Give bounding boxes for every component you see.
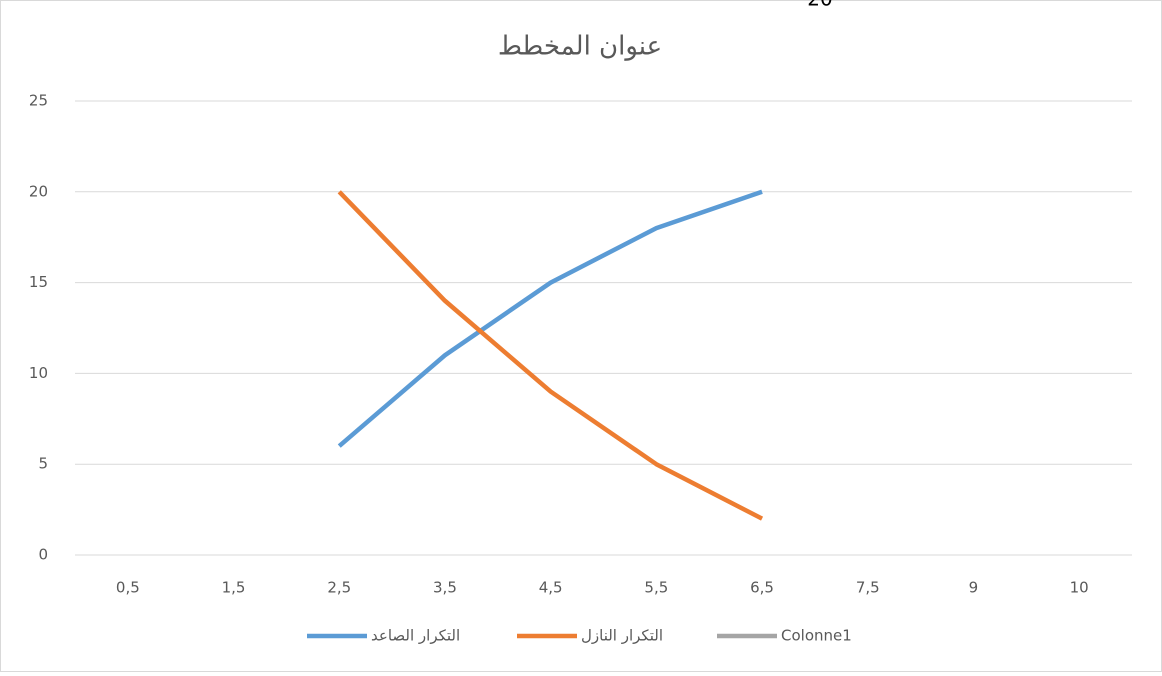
- x-tick-label: 1,5: [222, 579, 246, 597]
- x-tick-label: 6,5: [750, 579, 774, 597]
- y-tick-label: 25: [29, 92, 48, 110]
- y-tick-label: 0: [38, 546, 48, 564]
- x-tick-label: 10: [1070, 579, 1089, 597]
- x-tick-label: 2,5: [327, 579, 351, 597]
- y-tick-label: 15: [29, 273, 48, 291]
- y-tick-label: 5: [38, 455, 48, 473]
- series-line: [337, 189, 763, 448]
- x-tick-label: 0,5: [116, 579, 140, 597]
- series-line: [337, 190, 764, 521]
- x-tick-label: 4,5: [539, 579, 563, 597]
- legend-label: التكرار النازل: [581, 627, 663, 645]
- legend-label: Colonne1: [781, 627, 852, 645]
- y-tick-label: 20: [29, 182, 48, 200]
- x-tick-label: 3,5: [433, 579, 457, 597]
- legend-label: التكرار الصاعد: [371, 627, 460, 645]
- x-tick-label: 5,5: [644, 579, 668, 597]
- y-tick-label: 10: [29, 364, 48, 382]
- clipped-annotation: 20: [807, 0, 832, 11]
- chart-title: عنوان المخطط: [498, 32, 662, 62]
- x-tick-label: 9: [969, 579, 979, 597]
- x-tick-label: 7,5: [856, 579, 880, 597]
